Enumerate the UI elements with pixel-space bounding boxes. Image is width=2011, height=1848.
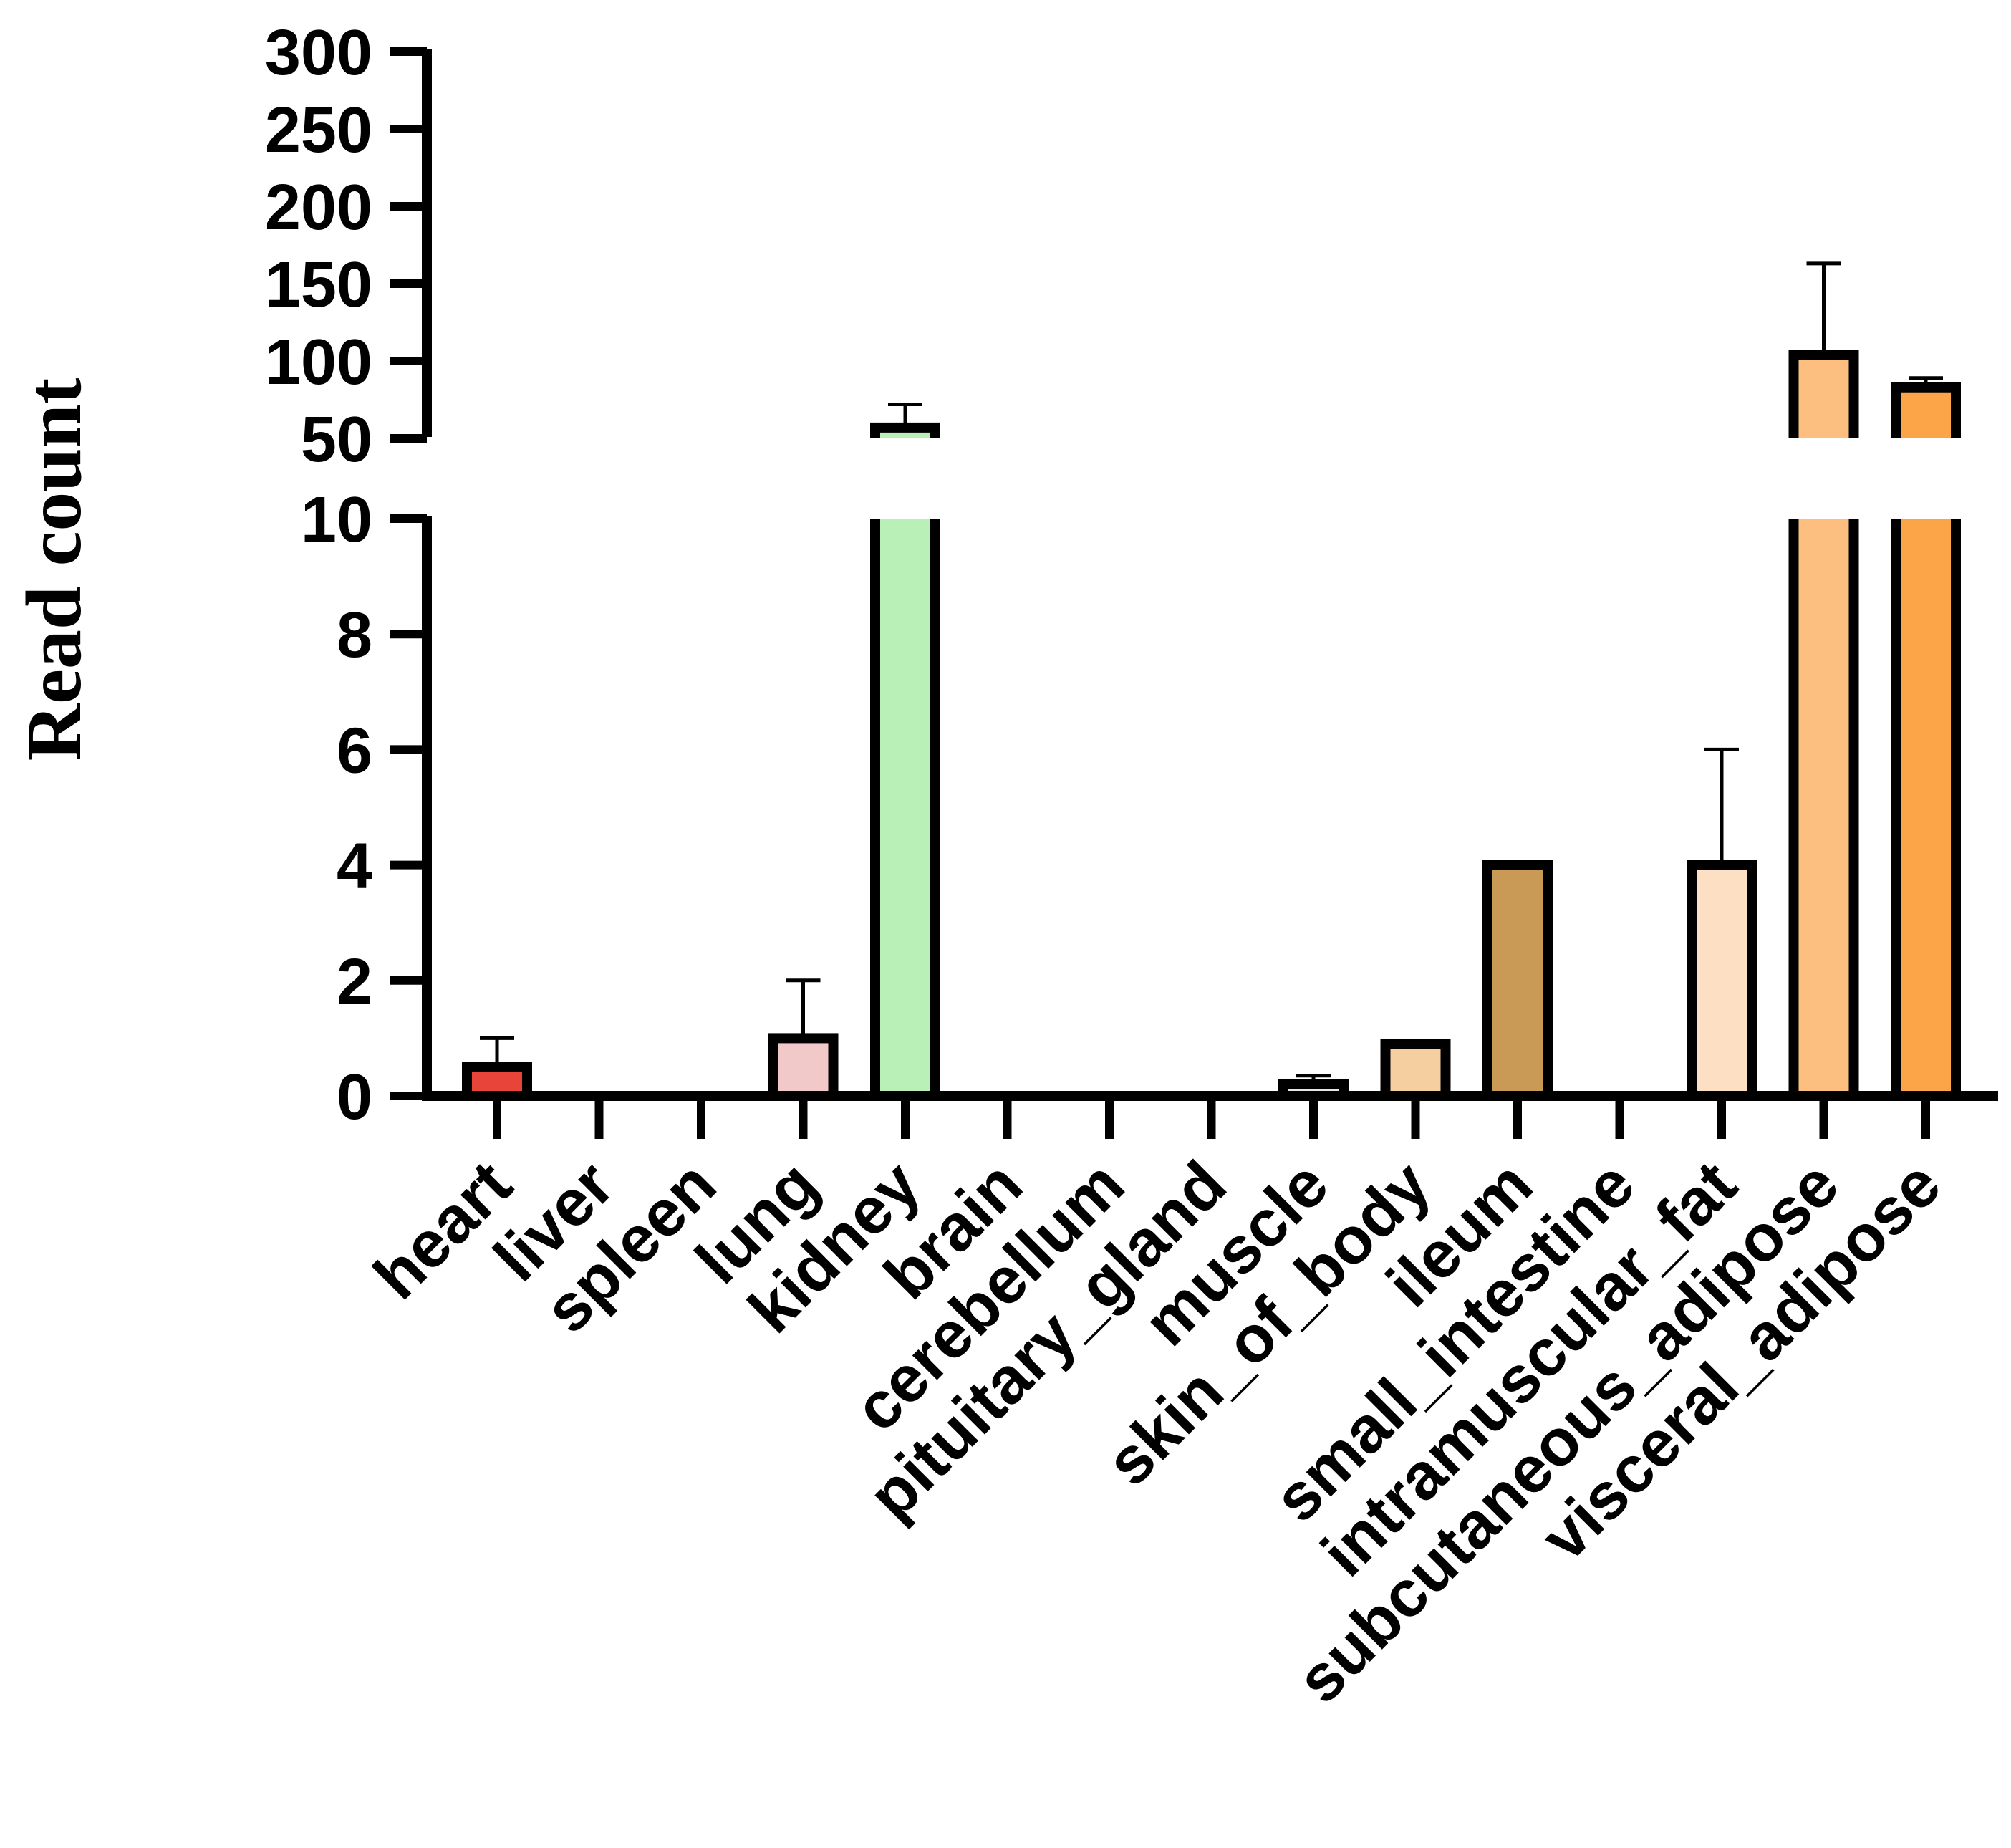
bar: [1380, 1039, 1451, 1101]
bar: [1278, 1079, 1349, 1102]
bar: [1896, 519, 1956, 1096]
y-tick-label: 8: [337, 600, 372, 671]
y-axis-label: Read count: [10, 377, 97, 761]
bar: [875, 519, 935, 1096]
bars: [462, 350, 1961, 1102]
y-tick-label: 200: [265, 172, 372, 244]
bar: [1482, 860, 1553, 1101]
bar: [1687, 860, 1757, 1101]
y-tick-label: 50: [301, 404, 372, 476]
y-tick-label: 0: [337, 1062, 372, 1133]
y-tick-label: 6: [337, 715, 372, 786]
y-tick-label: 4: [337, 831, 372, 903]
bar: [1793, 355, 1854, 438]
y-tick-label: 100: [265, 327, 372, 398]
y-tick-label: 250: [265, 95, 372, 166]
y-tick-label: 150: [265, 249, 372, 321]
y-tick-label: 2: [337, 946, 372, 1018]
bar: [768, 1033, 839, 1102]
y-tick-label: 300: [265, 17, 372, 89]
x-tick-labels: heartliverspleenlungkidneybraincerebellu…: [360, 1147, 1954, 1717]
x-ticks: [493, 1096, 1930, 1139]
bar: [1896, 387, 1956, 438]
axes: [422, 49, 1998, 1101]
bar: [462, 1062, 532, 1101]
bar: [1793, 519, 1854, 1096]
y-tick-label: 10: [301, 484, 372, 556]
error-bars: [480, 261, 1943, 1084]
